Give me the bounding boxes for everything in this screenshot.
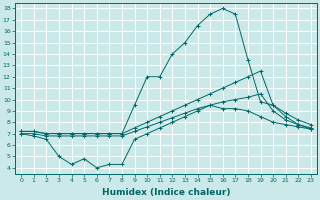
X-axis label: Humidex (Indice chaleur): Humidex (Indice chaleur): [102, 188, 230, 197]
